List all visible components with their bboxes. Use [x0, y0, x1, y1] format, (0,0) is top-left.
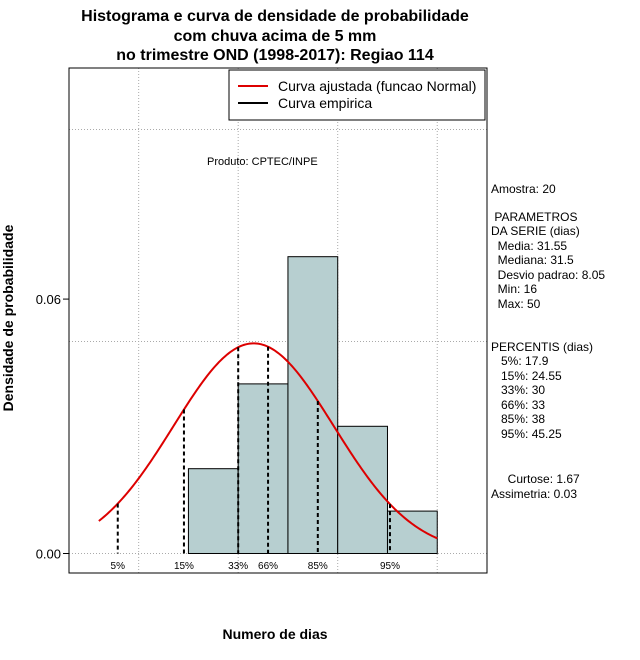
y-axis-label: Densidade de probabilidade [0, 224, 16, 412]
histogram-bar-3 [337, 425, 388, 554]
legend-box [228, 69, 486, 121]
stat-assimetria: Assimetria: 0.03 [491, 487, 578, 501]
legend-label-0: Curva ajustada (funcao Normal) [278, 78, 476, 94]
y-tick-label-1: 0.06 [36, 292, 61, 307]
y-tick-label-0: 0.00 [36, 546, 61, 561]
histogram-bar-0 [187, 468, 239, 554]
histogram-bar-1 [237, 383, 289, 554]
stat-curtose: Curtose: 1.67 [491, 472, 580, 486]
stat-p5: 5%: 17.9 [491, 354, 549, 368]
legend: Curva ajustada (funcao Normal)Curva empi… [228, 69, 486, 121]
percentile-label-1: 15% [174, 561, 194, 572]
chart-title-line-1: Histograma e curva de densidade de proba… [81, 8, 469, 25]
stat-percentis-title: PERCENTIS (dias) [491, 340, 594, 354]
chart-title-line-3: no trimestre OND (1998-2017): Regiao 114 [116, 47, 434, 64]
stat-p85: 85%: 38 [491, 412, 546, 426]
stat-media: Media: 31.55 [491, 239, 568, 253]
stat-desvio: Desvio padrao: 8.05 [491, 268, 606, 282]
plot-frame [68, 67, 488, 574]
stat-p15: 15%: 24.55 [491, 369, 562, 383]
produto-label: Produto: CPTEC/INPE [207, 156, 318, 168]
legend-label-1: Curva empirica [278, 95, 372, 111]
histogram-bar-4 [386, 510, 438, 554]
stat-mediana: Mediana: 31.5 [491, 253, 574, 267]
stat-min: Min: 16 [491, 282, 538, 296]
percentile-label-5: 95% [380, 561, 400, 572]
percentile-label-0: 5% [111, 561, 126, 572]
stat-p33: 33%: 30 [491, 383, 546, 397]
percentile-label-4: 85% [308, 561, 328, 572]
stat-max: Max: 50 [491, 297, 541, 311]
stat-amostra: Amostra: 20 [491, 182, 556, 196]
chart-title-line-2: com chuva acima de 5 mm [173, 28, 377, 45]
normal-curve-line [98, 342, 438, 540]
percentile-label-2: 33% [228, 561, 248, 572]
stat-p95: 95%: 45.25 [491, 427, 562, 441]
stat-p66: 66%: 33 [491, 398, 546, 412]
histogram-bar-2 [287, 256, 339, 554]
percentile-label-3: 66% [258, 561, 278, 572]
stat-parametros-title: PARAMETROS [491, 210, 578, 224]
stat-da-serie: DA SERIE (dias) [491, 224, 580, 238]
x-axis-label: Numero de dias [222, 626, 328, 642]
